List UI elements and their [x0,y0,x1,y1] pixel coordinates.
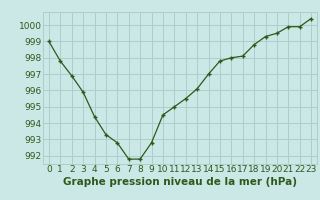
X-axis label: Graphe pression niveau de la mer (hPa): Graphe pression niveau de la mer (hPa) [63,177,297,187]
